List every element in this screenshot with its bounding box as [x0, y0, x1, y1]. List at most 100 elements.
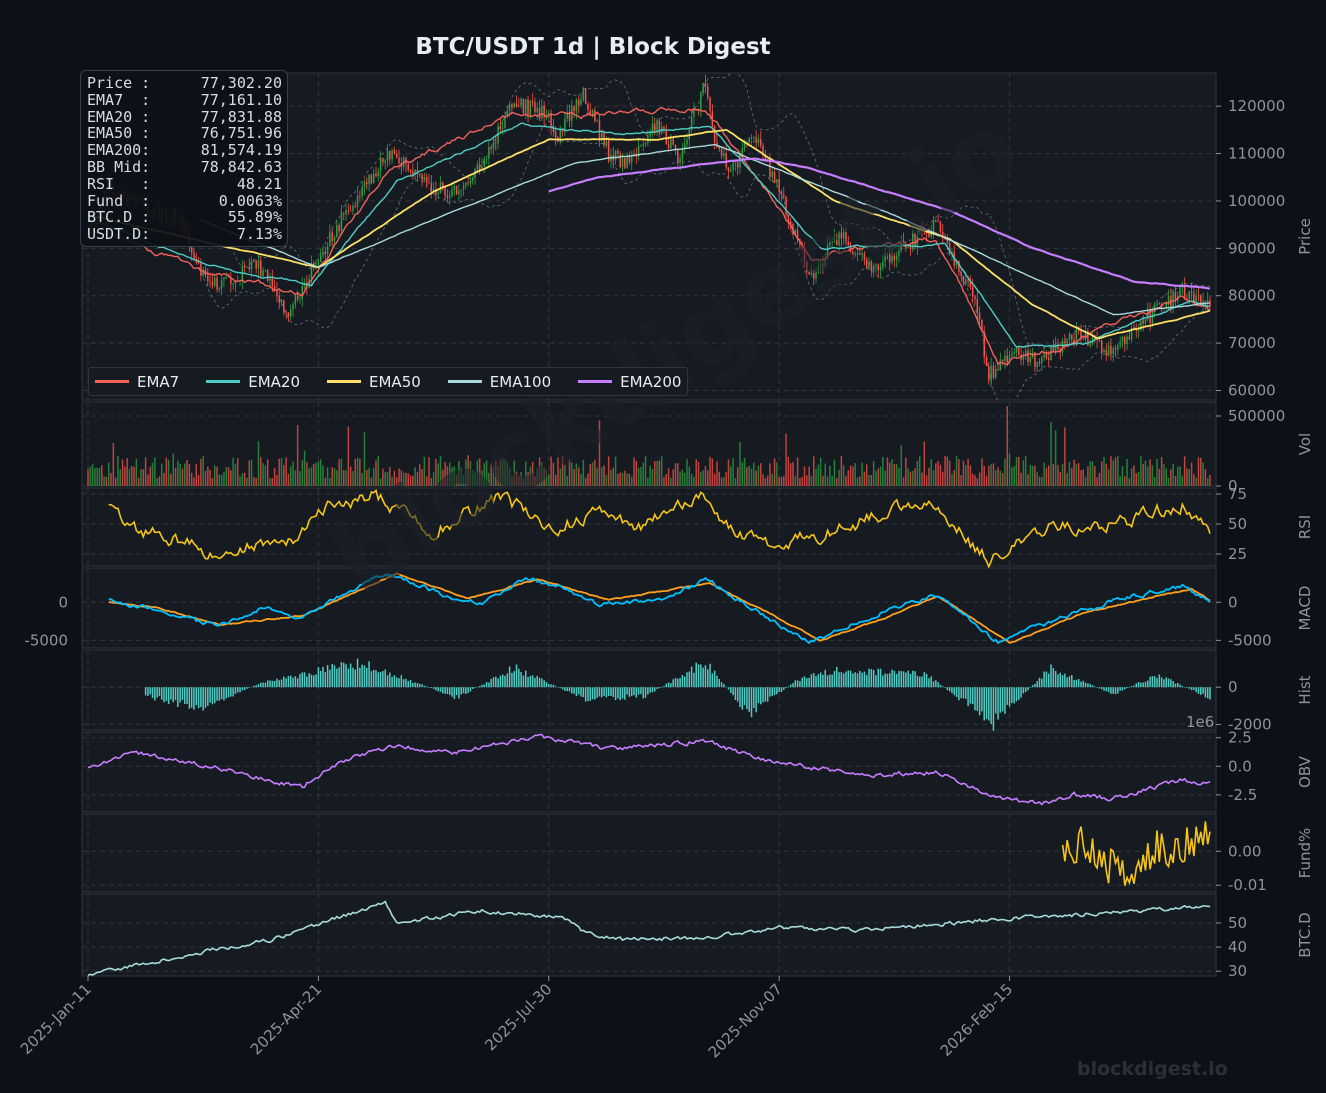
volume-bar [213, 465, 216, 486]
hist-bar [331, 663, 333, 688]
candle-body [997, 369, 999, 371]
candle-body [190, 246, 193, 253]
volume-bar [455, 474, 458, 486]
volume-bar [340, 458, 343, 486]
hist-bar [983, 687, 985, 721]
candle-body [271, 277, 274, 286]
candle-body [773, 171, 776, 183]
volume-bar [803, 466, 806, 486]
hist-bar [220, 687, 223, 700]
hist-bar [884, 673, 886, 688]
hist-bar [527, 677, 529, 688]
candle-body [958, 261, 960, 273]
volume-bar [156, 478, 158, 486]
volume-bar [366, 470, 368, 486]
candle-body [1008, 355, 1011, 363]
candle-body [842, 232, 845, 239]
volume-bar [414, 467, 416, 486]
volume-bar [769, 463, 771, 486]
volume-bar [838, 469, 840, 486]
volume-bar [243, 472, 246, 486]
hist-bar [861, 672, 863, 688]
candle-body [409, 169, 412, 172]
volume-bar [315, 462, 317, 486]
candle-body [743, 142, 746, 149]
legend-swatch [206, 380, 241, 383]
volume-bar [702, 470, 704, 486]
hist-bar [1130, 685, 1133, 688]
candle-body [1073, 339, 1075, 342]
volume-bar [1071, 468, 1073, 486]
volume-bar [158, 476, 161, 486]
volume-bar [1197, 457, 1200, 486]
hist-bar [640, 687, 642, 695]
hist-bar [301, 672, 304, 688]
volume-bar [971, 473, 974, 486]
hist-bar [174, 687, 177, 701]
volume-bar [1110, 456, 1112, 486]
hist-bar [393, 675, 396, 688]
volume-bar [1105, 463, 1108, 486]
hist-bar [253, 685, 255, 688]
candle-body [571, 106, 573, 121]
line-ema20 [87, 122, 1211, 348]
candle-body [1112, 348, 1114, 355]
candle-body [803, 246, 806, 262]
hist-bar [670, 683, 672, 688]
hist-bar [515, 664, 518, 688]
volume-bar [732, 458, 734, 486]
hist-bar [303, 672, 306, 688]
hist-bar [1206, 687, 1209, 699]
candle-body [501, 127, 504, 129]
y-tick-label: 0.00 [1228, 842, 1261, 860]
legend-label: EMA20 [248, 372, 301, 391]
hist-bar [1135, 683, 1138, 688]
candle-body [677, 149, 679, 163]
candle-body [686, 139, 688, 145]
hist-bar [280, 679, 283, 688]
hist-bar [660, 686, 663, 688]
volume-bar [1188, 469, 1191, 486]
hist-bar [193, 687, 195, 710]
candle-body [704, 83, 707, 87]
candle-body [536, 107, 539, 113]
candle-body [971, 287, 974, 297]
candle-body [395, 154, 398, 158]
volume-bar [1163, 464, 1165, 486]
volume-bar [884, 470, 886, 486]
hist-bar [587, 687, 589, 702]
volume-bar [329, 478, 331, 486]
candle-body [1117, 345, 1119, 350]
hist-bar [234, 687, 237, 694]
hist-bar [992, 687, 995, 731]
candle-body [276, 289, 278, 296]
volume-bar [409, 475, 412, 486]
volume-bar [1057, 464, 1059, 486]
candle-body [243, 266, 246, 267]
hist-bar [163, 687, 165, 703]
candle-body [529, 101, 532, 115]
candle-body [391, 150, 393, 160]
volume-bar [773, 458, 776, 486]
candle-body [485, 158, 488, 160]
candle-body [1114, 348, 1117, 350]
candle-body [1034, 352, 1036, 367]
candle-body [1036, 361, 1038, 367]
volume-bar [665, 473, 668, 486]
hist-bar [524, 670, 527, 688]
volume-bar [1066, 473, 1068, 486]
volume-bar [1167, 477, 1170, 486]
candle-body [1057, 344, 1059, 349]
hist-bar [1163, 679, 1165, 688]
volume-bar [361, 473, 363, 486]
candle-body [518, 106, 520, 107]
volume-bar [190, 472, 193, 486]
volume-bar [891, 459, 893, 486]
hist-bar [384, 669, 386, 688]
candle-body [232, 283, 234, 285]
line-macd [108, 573, 1211, 645]
hist-bar [1047, 673, 1050, 688]
volume-bar [829, 465, 831, 486]
volume-bar [416, 471, 419, 486]
candle-body [736, 162, 739, 168]
